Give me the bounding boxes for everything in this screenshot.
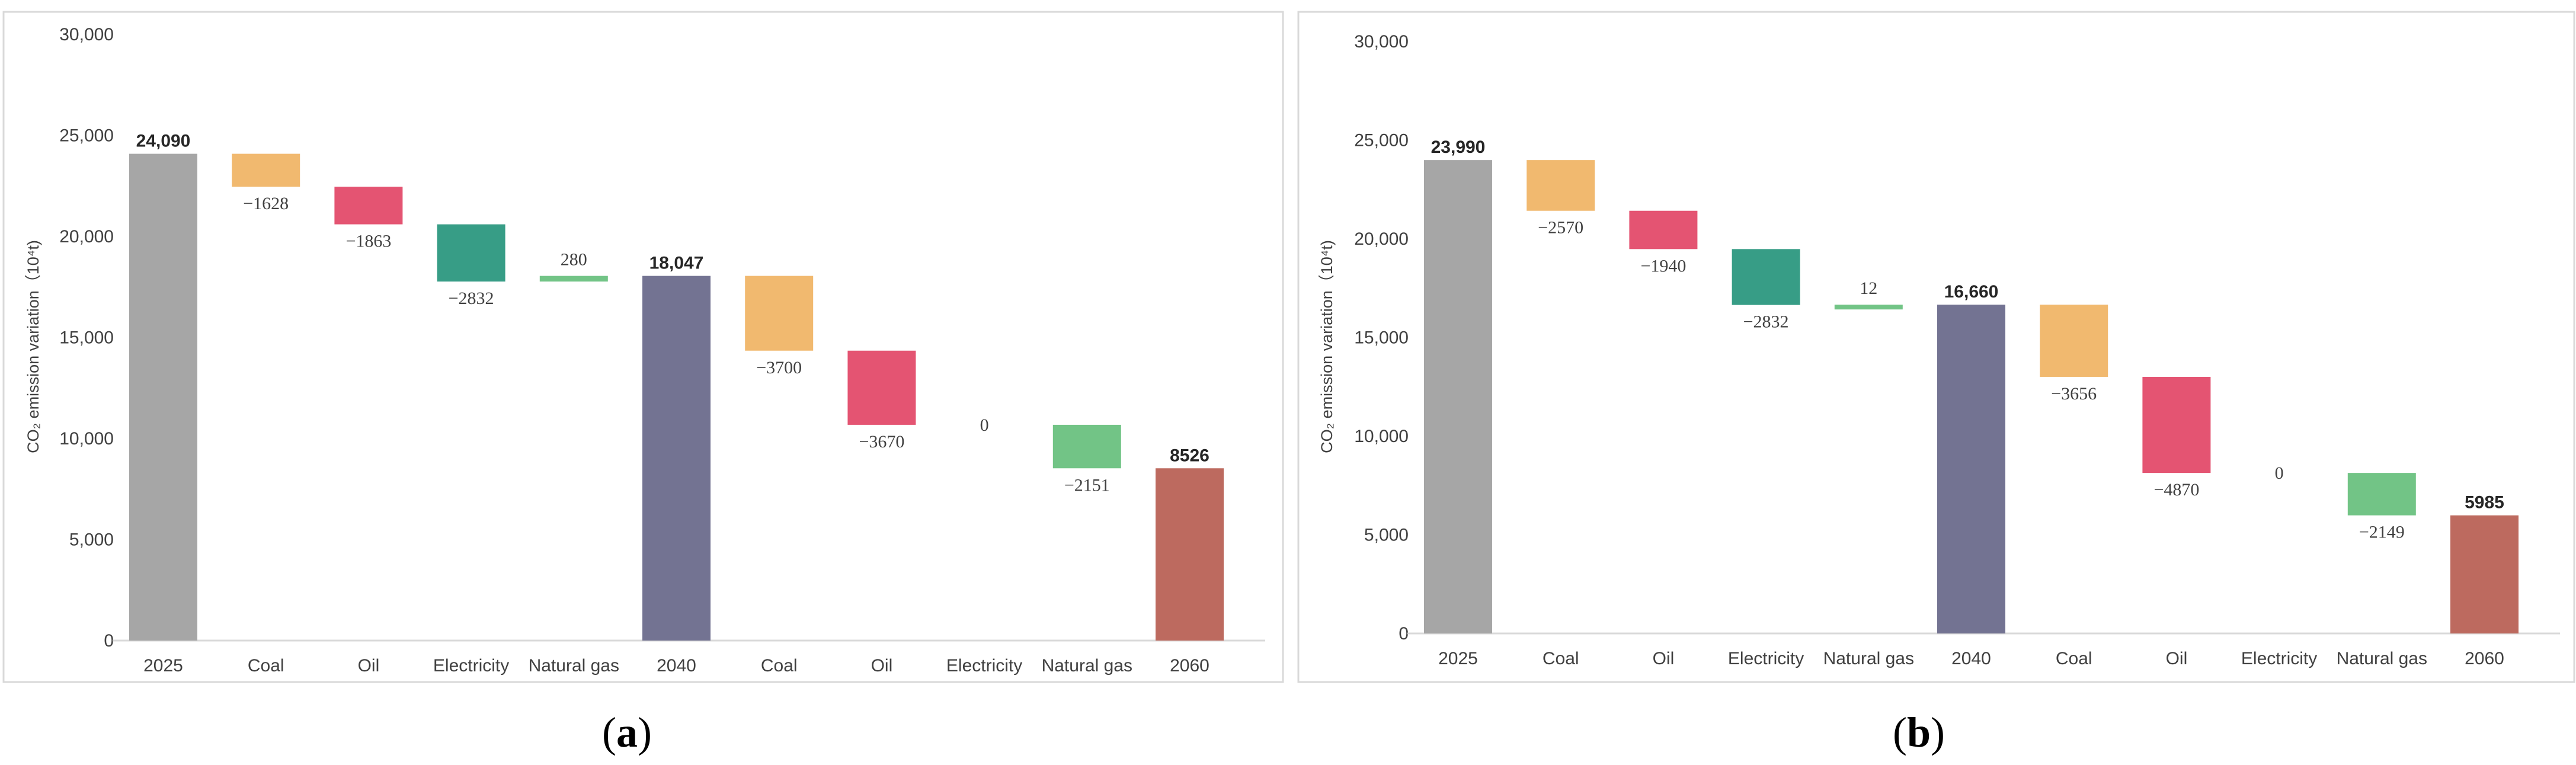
panel-b-value-label: 12 xyxy=(1860,279,1877,298)
panel-b-bar-6-2040 xyxy=(1937,305,2005,633)
panel-a-caption-open: ( xyxy=(602,709,616,756)
panel-b-x-tick-label: Oil xyxy=(2166,649,2188,668)
panel-b-bar-5-natural-gas xyxy=(1834,305,1903,310)
panel-a-value-label: −1863 xyxy=(345,232,391,251)
panel-b-y-tick-label: 20,000 xyxy=(1354,229,1409,249)
panel-b-bars: 23,990 −2570 −1940 −2832 12 16,660 −3656 −4870 0… xyxy=(1424,137,2519,633)
panel-a-bar-11-2060 xyxy=(1156,468,1224,641)
panel-b: CO₂ emission variation（10⁴t) 0 5,000 10,00… xyxy=(1297,11,2575,756)
panel-a-y-tick-label: 15,000 xyxy=(59,328,114,348)
panel-a-x-tick-label: Electricity xyxy=(946,656,1022,676)
panel-a-y-axis-title: CO₂ emission variation（10⁴t) xyxy=(24,240,42,453)
panel-b-value-label: −2832 xyxy=(1743,312,1789,332)
panel-b-caption: (b) xyxy=(1893,709,1945,756)
panel-b-x-ticks: 2025 Coal Oil Electricity Natural gas 2040 Coa… xyxy=(1438,649,2504,668)
panel-b-caption-close: ) xyxy=(1931,709,1945,756)
panel-b-caption-open: ( xyxy=(1893,709,1907,756)
panel-a: CO₂ emission variation（10⁴t) 0 5,000 10,00… xyxy=(2,11,1284,756)
panel-b-x-tick-label: Coal xyxy=(1543,649,1579,668)
panel-b-value-label: −2570 xyxy=(1538,218,1583,238)
panel-b-bar-4-electricity xyxy=(1732,249,1800,305)
panel-a-y-tick-label: 20,000 xyxy=(59,227,114,247)
panel-a-value-label: 18,047 xyxy=(649,254,704,273)
panel-b-x-tick-label: 2025 xyxy=(1438,649,1478,668)
panel-a-value-label: −3670 xyxy=(859,432,904,452)
panel-b-frame xyxy=(1297,11,2575,683)
panel-a-x-tick-label: Electricity xyxy=(433,656,509,676)
panel-a-bar-10-natural-gas xyxy=(1052,424,1121,469)
panel-a-value-label: 0 xyxy=(980,415,989,435)
panel-b-y-tick-label: 30,000 xyxy=(1354,32,1409,52)
panel-b-bar-10-natural-gas xyxy=(2347,473,2416,516)
panel-a-y-ticks: 0 5,000 10,000 15,000 20,000 25,000 30,000 xyxy=(59,25,114,651)
panel-b-y-axis-title: CO₂ emission variation（10⁴t) xyxy=(1318,240,1336,453)
panel-a-value-label: −3700 xyxy=(756,358,802,377)
panel-a-x-tick-label: 2060 xyxy=(1170,656,1209,676)
panel-b-y-tick-label: 25,000 xyxy=(1354,131,1409,151)
panel-a-bar-5-natural-gas xyxy=(539,276,608,282)
panel-a-value-label: 280 xyxy=(561,250,587,270)
panel-b-bar-8-oil xyxy=(2142,376,2211,473)
panel-a-value-label: −2151 xyxy=(1064,475,1110,495)
panel-a-caption-letter: a xyxy=(616,709,638,756)
panel-a-bar-2-coal xyxy=(232,153,300,187)
panel-b-y-ticks: 0 5,000 10,000 15,000 20,000 25,000 30,000 xyxy=(1354,32,1409,644)
panel-a-bar-8-oil xyxy=(847,350,916,425)
panel-b-value-label: 5985 xyxy=(2465,493,2504,513)
panel-b-x-tick-label: Electricity xyxy=(2241,649,2317,668)
panel-a-bar-1-2025 xyxy=(129,153,197,641)
panel-b-caption-letter: b xyxy=(1907,709,1931,756)
panel-b-y-tick-label: 10,000 xyxy=(1354,427,1409,446)
panel-a-x-tick-label: 2025 xyxy=(143,656,183,676)
panel-a-x-tick-label: Oil xyxy=(871,656,893,676)
panel-b-value-label: 0 xyxy=(2275,463,2284,483)
panel-a-bar-3-oil xyxy=(334,187,403,225)
panel-a-y-tick-label: 25,000 xyxy=(59,126,114,146)
panel-b-value-label: −3656 xyxy=(2051,384,2097,404)
panel-b-value-label: −2149 xyxy=(2359,523,2405,542)
panel-a-bars: 24,090 −1628 −1863 −2832 280 18,047 −3700 −3670… xyxy=(129,132,1224,641)
panel-b-y-tick-label: 0 xyxy=(1399,624,1409,644)
panel-b-x-tick-label: Electricity xyxy=(1728,649,1804,668)
panel-a-y-tick-label: 5,000 xyxy=(69,530,114,550)
panel-b-bar-7-coal xyxy=(2040,305,2108,377)
panel-b-bar-11-2060 xyxy=(2450,515,2519,633)
panel-a-y-tick-label: 0 xyxy=(104,631,114,651)
panel-a-x-tick-label: Oil xyxy=(358,656,380,676)
panel-a-value-label: −2832 xyxy=(449,289,494,308)
panel-b-x-tick-label: 2040 xyxy=(1951,649,1991,668)
panel-a-bar-7-coal xyxy=(745,276,814,351)
panel-b-y-tick-label: 15,000 xyxy=(1354,328,1409,348)
panel-b-value-label: −1940 xyxy=(1640,256,1686,276)
panel-b-x-tick-label: Coal xyxy=(2056,649,2092,668)
panel-a-bar-6-2040 xyxy=(642,276,711,641)
panel-a-value-label: 24,090 xyxy=(136,132,191,151)
panel-a-x-tick-label: Coal xyxy=(248,656,284,676)
panel-a-x-ticks: 2025 Coal Oil Electricity Natural gas 2040 Coa… xyxy=(143,656,1209,676)
panel-a-x-tick-label: Coal xyxy=(761,656,798,676)
panel-b-y-tick-label: 5,000 xyxy=(1364,526,1409,545)
panel-a-value-label: 8526 xyxy=(1170,446,1209,465)
panel-b-bar-3-oil xyxy=(1629,210,1698,249)
panel-b-x-tick-label: 2060 xyxy=(2465,649,2504,668)
panel-a-y-tick-label: 10,000 xyxy=(59,429,114,449)
panel-b-value-label: −4870 xyxy=(2153,480,2199,500)
panel-a-bar-4-electricity xyxy=(437,224,505,282)
panel-b-value-label: 16,660 xyxy=(1944,282,1999,302)
panel-a-x-tick-label: Natural gas xyxy=(1042,656,1132,676)
panel-b-bar-2-coal xyxy=(1527,160,1595,211)
panel-a-x-tick-label: Natural gas xyxy=(529,656,619,676)
panel-b-bar-1-2025 xyxy=(1424,160,1492,633)
panel-b-value-label: 23,990 xyxy=(1431,137,1486,157)
panel-a-y-tick-label: 30,000 xyxy=(59,25,114,44)
panel-a-x-tick-label: 2040 xyxy=(657,656,696,676)
panel-a-value-label: −1628 xyxy=(243,194,289,213)
panel-a-caption: (a) xyxy=(602,709,652,756)
panel-b-x-tick-label: Natural gas xyxy=(1823,649,1914,668)
panel-a-caption-close: ) xyxy=(638,709,652,756)
panel-b-x-tick-label: Natural gas xyxy=(2337,649,2427,668)
panel-b-x-tick-label: Oil xyxy=(1653,649,1675,668)
